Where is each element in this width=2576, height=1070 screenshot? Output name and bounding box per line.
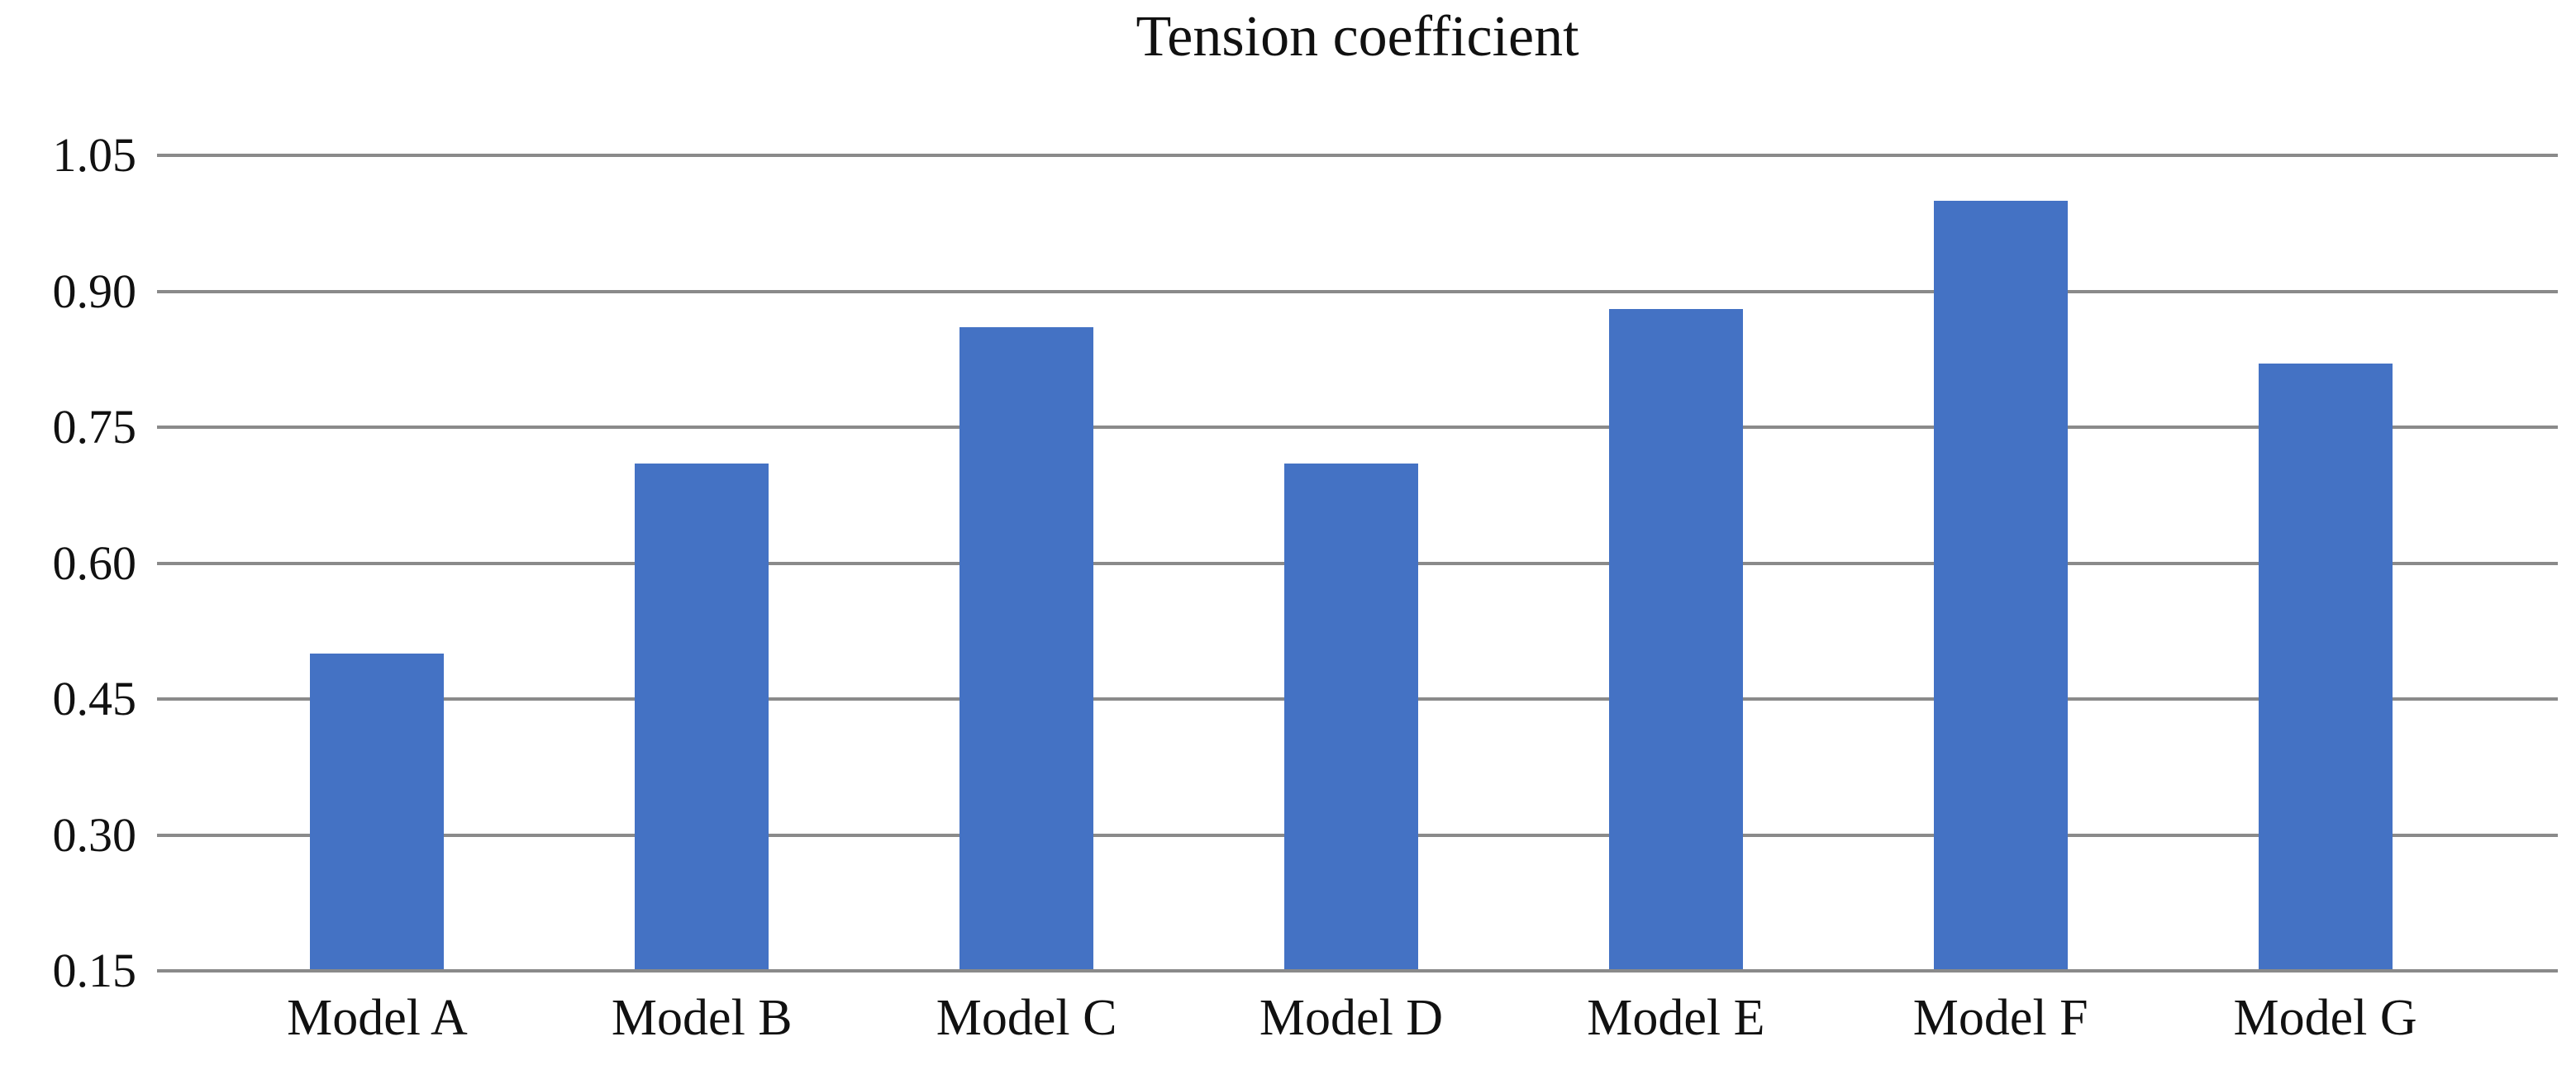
bar-slot: Model B bbox=[540, 155, 864, 1046]
x-category-label: Model D bbox=[1259, 990, 1444, 1046]
gridline bbox=[157, 154, 2558, 157]
bar-model-f bbox=[1933, 201, 2068, 971]
chart-title: Tension coefficient bbox=[1136, 5, 1579, 69]
bar-model-a bbox=[310, 654, 445, 971]
bar-slot: Model C bbox=[864, 155, 1189, 1046]
bar-model-d bbox=[1284, 464, 1418, 971]
y-tick-label: 1.05 bbox=[52, 128, 137, 182]
plot-area: Model A Model B Model C Model D Model E Model… bbox=[157, 154, 2558, 1046]
y-tick-label: 0.30 bbox=[52, 807, 137, 862]
bar-slot: Model G bbox=[2163, 155, 2488, 1046]
x-axis-baseline bbox=[157, 969, 2558, 973]
bar-slot: Model E bbox=[1513, 155, 1838, 1046]
bar-slot: Model F bbox=[1838, 155, 2163, 1046]
y-tick-label: 0.75 bbox=[52, 400, 137, 454]
bar-model-g bbox=[2258, 364, 2393, 971]
y-tick-label: 0.45 bbox=[52, 672, 137, 725]
gridline bbox=[157, 426, 2558, 429]
bars-row: Model A Model B Model C Model D Model E Model… bbox=[215, 155, 2488, 1046]
x-category-label: Model C bbox=[936, 990, 1117, 1046]
x-category-label: Model F bbox=[1912, 990, 2088, 1046]
x-category-label: Model B bbox=[611, 990, 793, 1046]
x-category-label: Model E bbox=[1587, 990, 1765, 1046]
y-axis-tick-labels: 1.05 0.90 0.75 0.60 0.45 0.30 0.15 bbox=[15, 0, 137, 1070]
bar-slot: Model A bbox=[215, 155, 540, 1046]
bar-model-e bbox=[1608, 309, 1743, 971]
y-tick-label: 0.15 bbox=[52, 944, 137, 997]
gridline bbox=[157, 289, 2558, 293]
y-tick-label: 0.60 bbox=[52, 535, 137, 590]
x-category-label: Model A bbox=[287, 990, 468, 1046]
x-category-label: Model G bbox=[2233, 990, 2417, 1046]
bar-slot: Model D bbox=[1189, 155, 1514, 1046]
y-tick-label: 0.90 bbox=[52, 264, 137, 318]
bar-model-c bbox=[959, 327, 1094, 971]
bar-model-b bbox=[635, 464, 769, 971]
